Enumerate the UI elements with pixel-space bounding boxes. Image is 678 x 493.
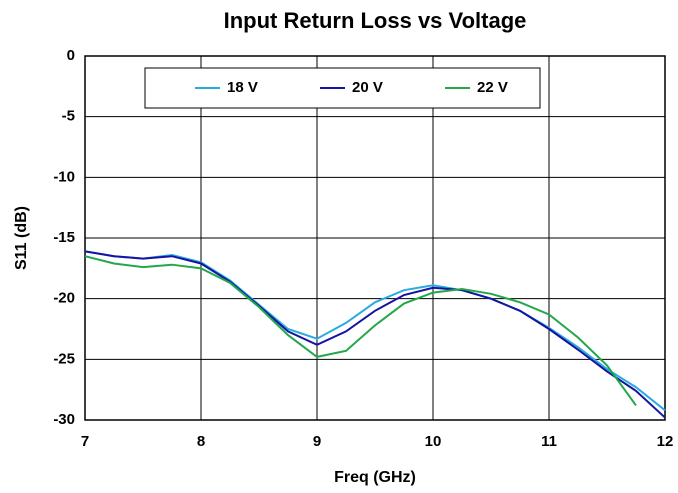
y-tick-label: 0 bbox=[67, 47, 75, 64]
y-tick-label: -25 bbox=[53, 350, 75, 367]
legend-label: 18 V bbox=[227, 79, 258, 96]
plot-frame bbox=[84, 55, 666, 421]
x-tick-label: 9 bbox=[313, 433, 321, 450]
x-tick-label: 12 bbox=[657, 433, 674, 450]
x-tick-label: 11 bbox=[541, 433, 557, 450]
y-axis-label: S11 (dB) bbox=[13, 206, 30, 270]
legend-label: 20 V bbox=[352, 79, 383, 96]
legend-label: 22 V bbox=[477, 79, 508, 96]
y-tick-label: -30 bbox=[53, 411, 75, 428]
y-tick-label: -10 bbox=[53, 168, 75, 185]
x-tick-label: 7 bbox=[81, 433, 89, 450]
y-tick-label: -5 bbox=[62, 108, 75, 125]
x-tick-label: 10 bbox=[425, 433, 442, 450]
y-tick-label: -15 bbox=[53, 229, 75, 246]
series-line bbox=[84, 255, 637, 407]
series-line bbox=[84, 250, 666, 419]
y-tick-label: -20 bbox=[53, 290, 75, 307]
chart-title: Input Return Loss vs Voltage bbox=[224, 8, 527, 33]
x-axis-label: Freq (GHz) bbox=[334, 469, 416, 486]
series-line bbox=[84, 250, 666, 412]
x-tick-label: 8 bbox=[197, 433, 205, 450]
